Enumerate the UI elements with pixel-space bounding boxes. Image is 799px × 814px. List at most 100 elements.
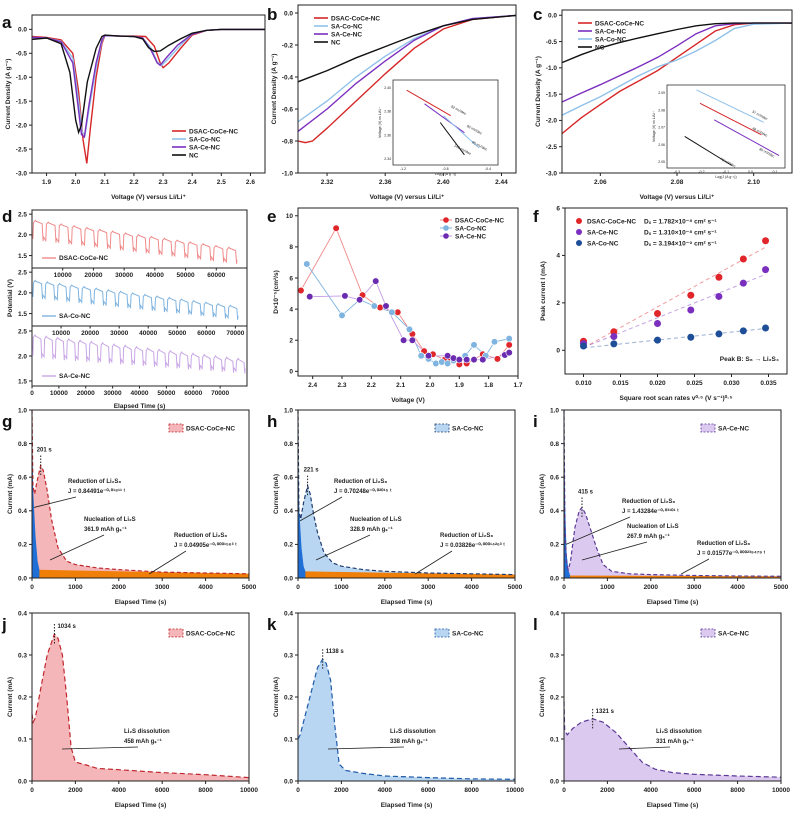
- y-tick-label: 0.0: [284, 778, 293, 785]
- legend-swatch-marker: [443, 225, 449, 231]
- y-tick-label: 0.6: [18, 475, 27, 482]
- reduction2-title: Reduction of Li₂S₈: [697, 541, 750, 547]
- inset-slope-label: 80 mV/dec: [759, 147, 776, 159]
- y-tick-label: 0.0: [550, 778, 559, 785]
- series-line: [306, 263, 510, 365]
- data-point: [356, 296, 364, 304]
- x-axis-label: Voltage (V): [391, 397, 424, 404]
- panel-label: b: [267, 5, 277, 24]
- peak-time-label: 1034 s: [57, 624, 76, 630]
- inset-slope-label: 72 mV/dec: [720, 157, 737, 169]
- data-point: [505, 341, 513, 349]
- legend-label: DSAC-CoCe-NC: [59, 255, 108, 262]
- panel-label: k: [267, 615, 277, 634]
- legend-label: DSAC-CoCe-NC: [595, 20, 644, 27]
- legend-swatch: [168, 423, 184, 433]
- x-tick-label: 2.10: [747, 179, 760, 186]
- y-tick-label: 4: [289, 306, 293, 313]
- x-tick-label: 6000: [155, 787, 170, 794]
- legend-label: SA-Co-NC: [452, 630, 484, 637]
- data-point: [382, 302, 390, 310]
- y-tick-label: -1.0: [282, 170, 294, 177]
- series-group: [298, 14, 516, 144]
- x-tick-label: 2.1: [396, 382, 405, 389]
- reduction1-equation: J = 0.70248e⁻⁰·⁰²⁰¹⁵ ᵗ: [334, 488, 392, 495]
- legend-label: DSAC-CoCe-NC: [331, 15, 380, 22]
- legend-label: SA-Ce-NC: [455, 233, 486, 240]
- data-point: [432, 359, 440, 368]
- reduction-li2s6-area: [564, 575, 781, 578]
- y-axis-label: Current Density (A g⁻¹): [5, 59, 12, 130]
- data-point: [338, 311, 346, 319]
- dissolution-title: Li₂S dissolution: [656, 729, 702, 735]
- y-axis-label: Current (mA): [273, 474, 280, 514]
- diffusion-coefficient-label: Dₓ = 1.310×10⁻⁸ cm² s⁻¹: [644, 229, 717, 236]
- x-tick-label: 4000: [198, 584, 213, 591]
- x-tick-label: 2.40: [437, 179, 450, 186]
- legend-marker: [576, 229, 582, 235]
- y-axis-label: Current (mA): [539, 677, 546, 717]
- y-axis-label: Current Density (A g⁻¹): [271, 54, 278, 125]
- inset-tafel-line: [696, 89, 764, 123]
- chart-panel-a: 1.9 2.0 2.1 2.2 2.3 2.4 2.5 2.6 0.0 -0.5 -1.0 -1.5 -…: [2, 13, 266, 201]
- data-point: [341, 292, 349, 300]
- reduction2-equation: J = 0.04905e⁻⁰·⁰⁰⁰¹⁵⁶³ ᵗ: [174, 542, 237, 549]
- data-point: [470, 341, 478, 349]
- y-tick-label: 2: [556, 300, 560, 307]
- panel-label: l: [533, 615, 538, 634]
- y-tick-label: 1.5: [18, 378, 27, 385]
- x-tick-label: 2.36: [379, 179, 392, 186]
- x-tick-label: 10000: [54, 272, 72, 279]
- x-tick-label: 8000: [464, 787, 479, 794]
- legend-label: DSAC-CoCe-NC: [455, 217, 504, 224]
- legend-label: SA-Co-NC: [189, 136, 221, 143]
- legend-label: SA-Co-NC: [331, 23, 363, 30]
- x-tick-label: 2000: [68, 787, 83, 794]
- x-tick-label: 0: [296, 787, 300, 794]
- x-axis-label: Square root scan rates v⁰·⁵ (V s⁻¹)⁰·⁵: [620, 394, 733, 402]
- inset-slope-label: 95 mV/dec: [471, 140, 488, 152]
- current-curve: [31, 409, 250, 575]
- x-tick-label: 50000: [157, 390, 175, 397]
- x-tick-label: 1000: [600, 584, 615, 591]
- reduction-li2s6-area: [32, 569, 249, 578]
- reduction1-title: Reduction of Li₂S₈: [68, 479, 121, 485]
- data-point: [388, 308, 396, 316]
- reduction-li2s6-area: [298, 571, 515, 578]
- y-tick-label: 0.0: [284, 10, 293, 17]
- y-tick-label: 0.4: [284, 508, 293, 515]
- fit-line: [583, 273, 766, 348]
- diffusion-coefficient-label: Dₓ = 1.782×10⁻⁸ cm² s⁻¹: [644, 218, 717, 225]
- data-point: [370, 302, 378, 310]
- data-point: [580, 342, 587, 350]
- data-point: [715, 330, 723, 338]
- legend-label: DSAC-CoCe-NC: [587, 218, 636, 225]
- reduction2-title: Reduction of Li₂S₈: [440, 533, 493, 539]
- nucleation-title: Nucleation of Li₂S: [84, 517, 136, 523]
- y-tick-label: 0.2: [284, 542, 293, 549]
- x-tick-label: 40000: [139, 330, 157, 337]
- x-tick-label: 1.9: [42, 179, 51, 186]
- x-tick-label: 0: [296, 584, 300, 591]
- chart-panel-c: 2.06 2.08 2.10 0.0 -0.5 -1.0 -1.5 -2.0 -2.5 -3.0 V…: [533, 5, 793, 201]
- y-tick-label: 0.8: [284, 441, 293, 448]
- x-tick-label: 2.08: [671, 179, 684, 186]
- y-tick-label: 0.8: [550, 441, 559, 448]
- x-tick-label: 5000: [508, 584, 523, 591]
- inset-y-tick-label: 2.36: [384, 133, 391, 137]
- legend-swatch: [700, 628, 716, 638]
- nucleation-value: 267.9 mAh gₛ⁻¹: [627, 533, 670, 540]
- data-point: [297, 286, 305, 295]
- inset-slope-label: 57 mV/dec: [751, 110, 768, 122]
- y-tick-label: 1.5: [18, 311, 27, 318]
- peak-time-label: 221 s: [304, 468, 320, 474]
- chart-panel-f: 0.010 0.015 0.020 0.025 0.030 0.035 0 2 4 6 Square…: [533, 205, 788, 402]
- nucleation-area: [298, 410, 515, 578]
- y-tick-label: 0.3: [18, 652, 27, 659]
- y-tick-label: 0.2: [18, 694, 27, 701]
- inset-x-tick-label: -0.2: [698, 170, 704, 174]
- x-tick-label: 2.3: [159, 179, 168, 186]
- chart-panel-l: 0 2000 4000 6000 8000 10000 0.0 0.1 0.2 0.3 0.4 Ela…: [533, 610, 790, 809]
- x-tick-label: 20000: [77, 390, 95, 397]
- current-curve: [563, 701, 782, 778]
